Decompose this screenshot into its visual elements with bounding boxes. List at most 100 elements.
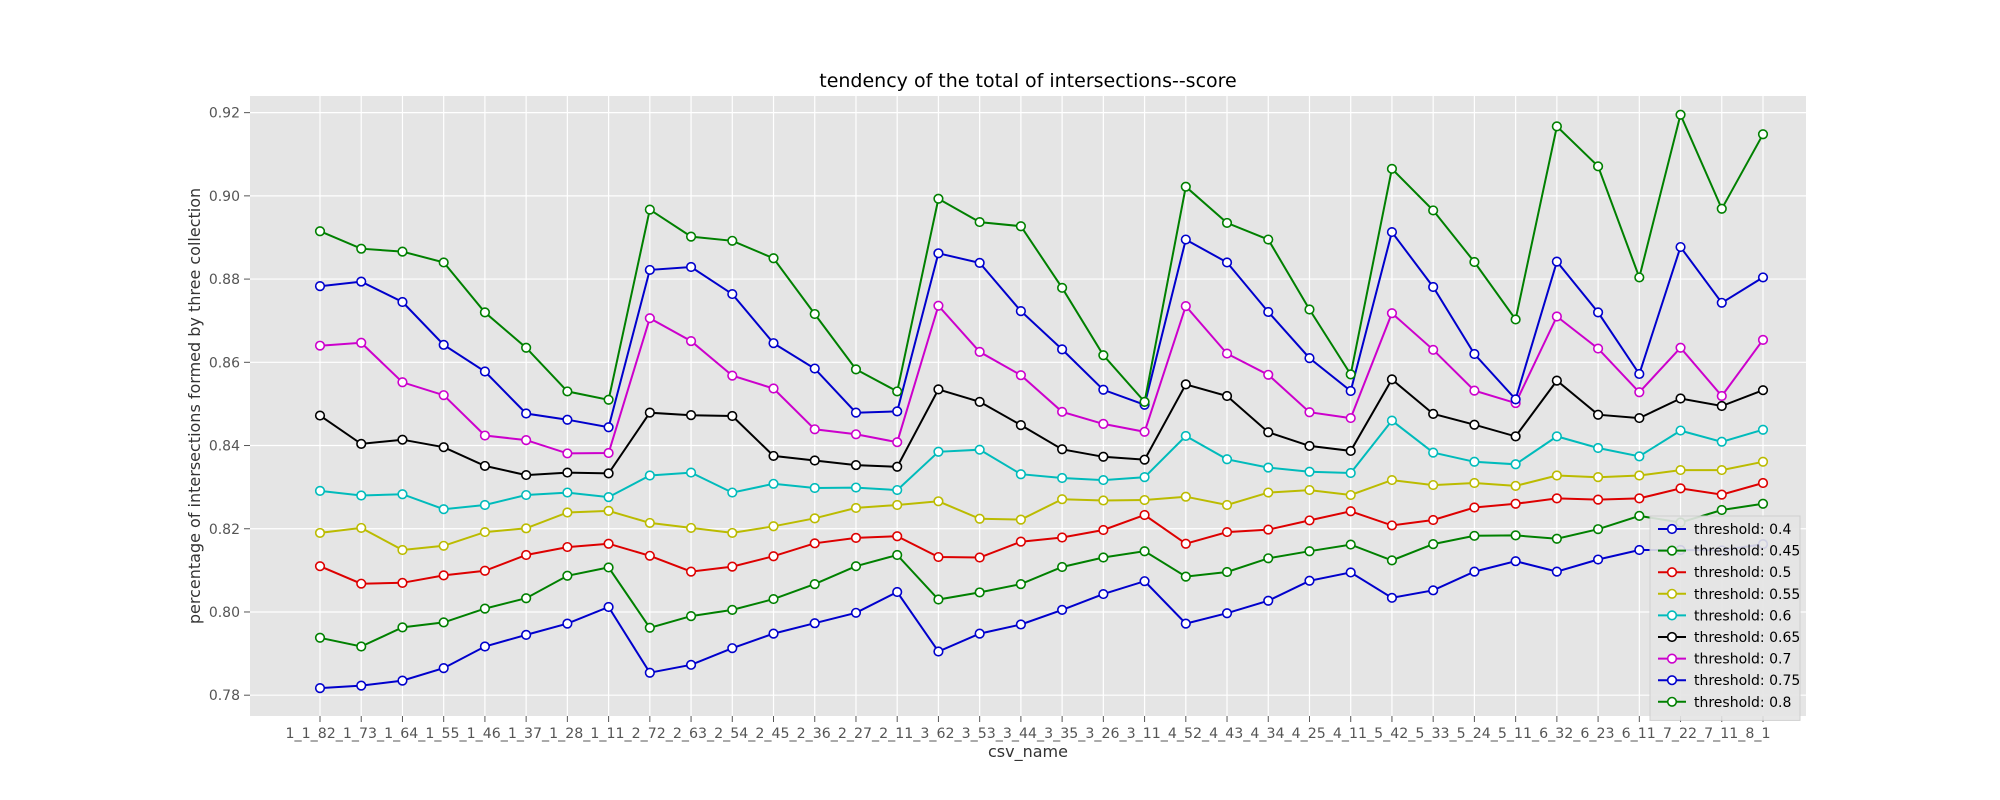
legend-item: threshold: 0.7 xyxy=(1658,652,1791,668)
legend-item: threshold: 0.75 xyxy=(1658,673,1800,689)
data-point xyxy=(1304,575,1315,586)
data-point xyxy=(1469,530,1480,541)
data-point xyxy=(603,538,614,549)
data-point xyxy=(1634,451,1645,462)
data-point xyxy=(1675,342,1686,353)
data-point xyxy=(356,680,367,691)
data-point xyxy=(1386,474,1398,486)
data-point xyxy=(1428,447,1439,458)
data-point xyxy=(809,482,820,494)
data-point xyxy=(727,288,738,300)
data-point xyxy=(1304,407,1315,418)
data-point xyxy=(850,407,862,418)
data-point xyxy=(1345,385,1356,397)
data-point xyxy=(1510,459,1521,470)
data-point xyxy=(850,482,862,493)
data-point xyxy=(768,383,779,394)
data-point xyxy=(1634,470,1645,481)
data-point xyxy=(1551,121,1562,132)
data-point xyxy=(1386,374,1398,385)
data-point xyxy=(603,468,614,479)
data-point xyxy=(521,342,532,353)
data-point xyxy=(1757,477,1769,489)
data-point xyxy=(933,300,944,311)
data-point xyxy=(1634,510,1645,521)
data-point xyxy=(1592,307,1604,318)
data-point xyxy=(1098,524,1109,536)
data-point xyxy=(1386,415,1398,426)
data-point xyxy=(1180,430,1191,442)
y-tick-label: 0.78 xyxy=(209,688,240,704)
data-point xyxy=(1551,533,1562,544)
data-point xyxy=(727,561,738,572)
legend-item: threshold: 0.5 xyxy=(1658,565,1791,581)
data-point xyxy=(1221,454,1233,465)
data-point xyxy=(397,246,408,257)
data-point xyxy=(1015,619,1026,630)
data-point xyxy=(356,243,367,254)
data-point xyxy=(1098,350,1109,361)
data-point xyxy=(1757,272,1769,283)
data-point xyxy=(1139,546,1150,557)
data-point xyxy=(644,313,655,324)
data-point xyxy=(314,340,326,351)
data-point xyxy=(1757,424,1769,435)
data-point xyxy=(562,541,573,553)
data-point xyxy=(1180,181,1191,192)
legend: threshold: 0.4 threshold: 0.45 threshold: … xyxy=(1649,515,1801,721)
data-point xyxy=(644,407,655,418)
data-point xyxy=(685,261,697,273)
data-point xyxy=(850,364,862,375)
data-point xyxy=(521,523,532,534)
data-point xyxy=(1139,576,1150,587)
data-point xyxy=(1634,544,1645,556)
data-point xyxy=(1716,297,1727,308)
data-point xyxy=(562,386,573,397)
data-point xyxy=(1345,467,1356,479)
series-line xyxy=(319,502,1764,648)
data-point xyxy=(727,527,738,539)
data-point xyxy=(768,450,779,462)
data-point xyxy=(1139,454,1150,465)
data-point xyxy=(397,577,408,588)
data-point xyxy=(1675,241,1686,253)
data-point xyxy=(1057,494,1068,505)
data-point xyxy=(1221,608,1233,619)
data-point xyxy=(892,484,903,496)
data-point xyxy=(1221,390,1233,402)
data-point xyxy=(1551,311,1562,322)
data-point xyxy=(1180,379,1191,390)
legend-item: threshold: 0.6 xyxy=(1658,608,1791,624)
data-point xyxy=(603,505,614,516)
data-point xyxy=(1428,281,1439,293)
data-point xyxy=(1716,390,1727,402)
series-threshold-0.55 xyxy=(314,456,1769,556)
data-point xyxy=(1510,556,1521,567)
legend-label: threshold: 0.8 xyxy=(1694,695,1791,711)
legend-marker xyxy=(1666,567,1678,578)
data-point xyxy=(314,527,326,539)
data-point xyxy=(479,366,491,377)
data-point xyxy=(1675,483,1686,494)
data-point xyxy=(1015,514,1026,525)
data-point xyxy=(1757,385,1769,396)
data-point xyxy=(1221,526,1233,538)
data-point xyxy=(356,641,367,652)
data-point xyxy=(1057,604,1068,615)
data-point xyxy=(1263,487,1274,498)
data-point xyxy=(1345,567,1356,578)
legend-label: threshold: 0.65 xyxy=(1694,630,1800,646)
data-point xyxy=(1469,566,1480,577)
data-point xyxy=(1757,334,1769,345)
data-point xyxy=(438,540,449,551)
data-point xyxy=(356,438,367,449)
data-point xyxy=(1675,464,1686,476)
data-point xyxy=(1180,491,1191,502)
data-point xyxy=(1057,472,1068,484)
data-point xyxy=(1139,494,1150,506)
data-point xyxy=(562,618,573,629)
data-point xyxy=(809,363,820,374)
data-point xyxy=(727,410,738,422)
series-line xyxy=(319,111,1764,404)
data-point xyxy=(1716,504,1727,516)
